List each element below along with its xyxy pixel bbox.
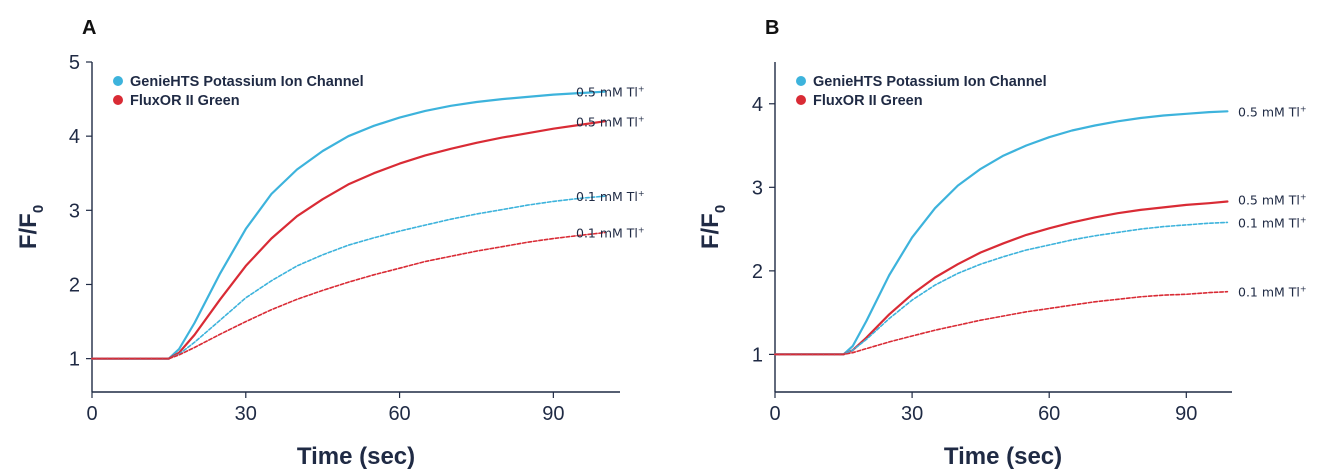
y-tick-label: 4	[752, 94, 763, 116]
series-end-label-text: 0.1 mM Tl	[1238, 215, 1300, 230]
series-end-label-sup: +	[638, 85, 645, 94]
x-tick-label: 0	[769, 403, 780, 425]
series-end-label-sup: +	[638, 189, 645, 198]
series-end-label-text: 0.1 mM Tl	[576, 226, 638, 241]
legend-label: GenieHTS Potassium Ion Channel	[130, 74, 364, 90]
series-end-label-text: 0.1 mM Tl	[576, 189, 638, 204]
series-end-label-sup: +	[1300, 104, 1307, 113]
legend-marker	[113, 95, 123, 105]
y-axis-title: F/F0	[697, 205, 729, 249]
series-end-label-text: 0.1 mM Tl	[1238, 285, 1300, 300]
y-axis-title-subscript: 0	[30, 205, 47, 213]
x-tick-label: 60	[388, 403, 410, 425]
legend-marker	[796, 95, 806, 105]
series-end-label-text: 0.5 mM Tl	[1238, 193, 1300, 208]
y-tick-label: 1	[752, 344, 763, 366]
x-tick-label: 30	[235, 403, 257, 425]
x-tick-label: 90	[1175, 403, 1197, 425]
x-tick-label: 30	[901, 403, 923, 425]
y-axis-title-main: F/F	[15, 213, 42, 249]
y-tick-label: 1	[69, 349, 80, 371]
panel-b-letter: B	[765, 17, 779, 39]
series-line	[775, 111, 1227, 354]
legend-marker	[113, 76, 123, 86]
series-end-label: 0.5 mM Tl+	[576, 85, 645, 100]
legend-label: FluxOR II Green	[813, 93, 923, 109]
series-end-label: 0.1 mM Tl+	[1238, 285, 1307, 300]
series-line	[92, 121, 605, 358]
series-end-label: 0.1 mM Tl+	[576, 226, 645, 241]
series-line	[775, 202, 1227, 355]
legend-label: GenieHTS Potassium Ion Channel	[813, 74, 1047, 90]
y-axis-title: F/F0	[15, 205, 47, 249]
y-tick-label: 5	[69, 52, 80, 74]
series-line	[775, 292, 1227, 355]
y-tick-label: 2	[752, 261, 763, 283]
y-tick-label: 3	[69, 200, 80, 222]
x-axis-title: Time (sec)	[944, 443, 1062, 470]
series-line	[92, 196, 605, 358]
legend-label: FluxOR II Green	[130, 93, 240, 109]
series-end-label: 0.5 mM Tl+	[1238, 104, 1307, 119]
series-end-label: 0.5 mM Tl+	[576, 114, 645, 129]
panel-a-letter: A	[82, 17, 96, 39]
series-end-label-text: 0.5 mM Tl	[576, 114, 638, 129]
series-end-label-sup: +	[638, 226, 645, 235]
series-end-label-sup: +	[638, 114, 645, 123]
series-line	[775, 222, 1227, 354]
series-end-label-text: 0.5 mM Tl	[1238, 104, 1300, 119]
series-end-label-sup: +	[1300, 285, 1307, 294]
x-tick-label: 0	[86, 403, 97, 425]
legend-marker	[796, 76, 806, 86]
y-axis-title-subscript: 0	[712, 205, 729, 213]
y-tick-label: 4	[69, 126, 80, 148]
x-axis-title: Time (sec)	[297, 443, 415, 470]
y-tick-label: 3	[752, 177, 763, 199]
series-line	[92, 233, 605, 359]
series-end-label: 0.1 mM Tl+	[1238, 215, 1307, 230]
series-end-label-text: 0.5 mM Tl	[576, 85, 638, 100]
x-tick-label: 60	[1038, 403, 1060, 425]
series-end-label-sup: +	[1300, 215, 1307, 224]
series-end-label: 0.5 mM Tl+	[1238, 193, 1307, 208]
series-end-label-sup: +	[1300, 193, 1307, 202]
x-tick-label: 90	[542, 403, 564, 425]
series-line	[92, 92, 605, 359]
y-axis-title-main: F/F	[697, 213, 724, 249]
y-tick-label: 2	[69, 274, 80, 296]
series-end-label: 0.1 mM Tl+	[576, 189, 645, 204]
